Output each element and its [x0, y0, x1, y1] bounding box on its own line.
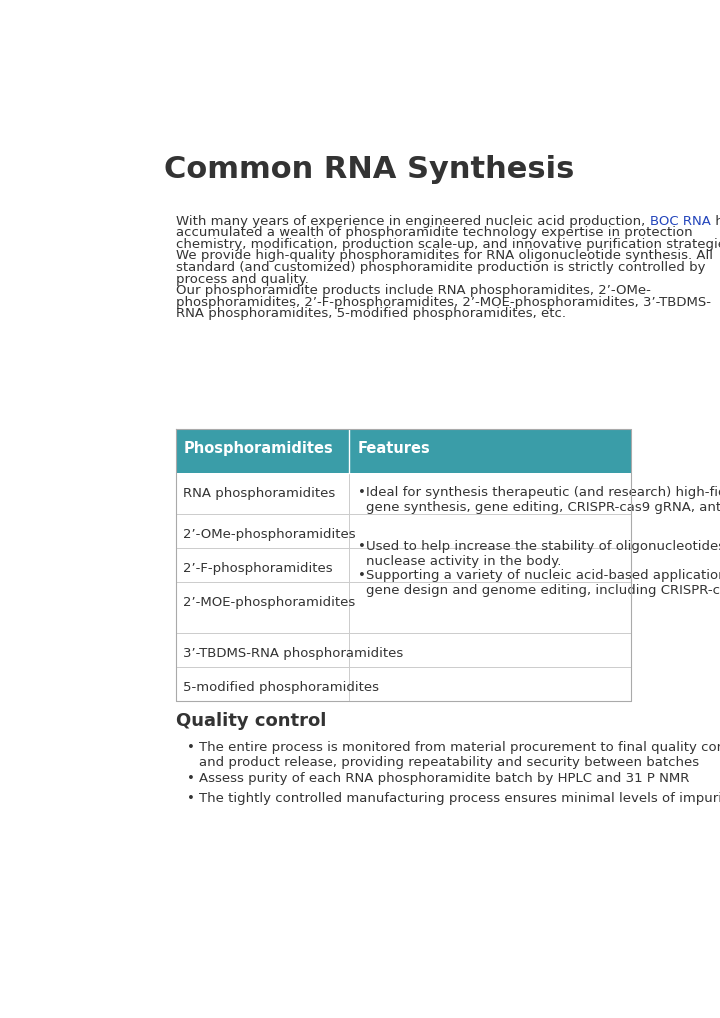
Text: •: • [186, 773, 194, 786]
Text: chemistry, modification, production scale-up, and innovative purification strate: chemistry, modification, production scal… [176, 238, 720, 250]
Text: Ideal for synthesis therapeutic (and research) high-fidelity
gene synthesis, gen: Ideal for synthesis therapeutic (and res… [366, 486, 720, 514]
Text: 5-modified phosphoramidites: 5-modified phosphoramidites [183, 681, 379, 694]
Text: RNA phosphoramidites: RNA phosphoramidites [183, 488, 336, 501]
Text: Quality control: Quality control [176, 712, 327, 730]
Text: •: • [186, 792, 194, 805]
Text: Phosphoramidites: Phosphoramidites [183, 441, 333, 456]
Text: 2’-MOE-phosphoramidites: 2’-MOE-phosphoramidites [183, 596, 356, 609]
Text: We provide high-quality phosphoramidites for RNA oligonucleotide synthesis. All: We provide high-quality phosphoramidites… [176, 249, 714, 263]
Text: process and quality.: process and quality. [176, 273, 310, 286]
Text: The tightly controlled manufacturing process ensures minimal levels of impuritie: The tightly controlled manufacturing pro… [199, 792, 720, 805]
Text: standard (and customized) phosphoramidite production is strictly controlled by: standard (and customized) phosphoramidit… [176, 261, 706, 274]
Text: 3’-TBDMS-RNA phosphoramidites: 3’-TBDMS-RNA phosphoramidites [183, 646, 403, 660]
Text: accumulated a wealth of phosphoramidite technology expertise in protection: accumulated a wealth of phosphoramidite … [176, 226, 693, 239]
Text: The entire process is monitored from material procurement to final quality contr: The entire process is monitored from mat… [199, 741, 720, 770]
Text: With many years of experience in engineered nucleic acid production,: With many years of experience in enginee… [176, 215, 650, 228]
Text: Used to help increase the stability of oligonucleotides an
nuclease activity in : Used to help increase the stability of o… [366, 541, 720, 568]
Text: Supporting a variety of nucleic acid-based applications su
gene design and genom: Supporting a variety of nucleic acid-bas… [366, 569, 720, 598]
Text: •: • [358, 486, 366, 499]
Text: BOC RNA: BOC RNA [650, 215, 711, 228]
Text: •: • [358, 541, 366, 554]
Text: 2’-F-phosphoramidites: 2’-F-phosphoramidites [183, 562, 333, 575]
Text: 2’-OMe-phosphoramidites: 2’-OMe-phosphoramidites [183, 528, 356, 542]
Text: RNA phosphoramidites, 5-modified phosphoramidites, etc.: RNA phosphoramidites, 5-modified phospho… [176, 307, 567, 321]
Text: Assess purity of each RNA phosphoramidite batch by HPLC and 31 P NMR: Assess purity of each RNA phosphoramidit… [199, 773, 689, 786]
Text: Our phosphoramidite products include RNA phosphoramidites, 2’-OMe-: Our phosphoramidite products include RNA… [176, 284, 652, 297]
Text: Features: Features [358, 441, 431, 456]
Text: has: has [711, 215, 720, 228]
FancyBboxPatch shape [176, 430, 631, 473]
Text: Common RNA Synthesis: Common RNA Synthesis [164, 155, 574, 184]
Text: •: • [186, 741, 194, 754]
Text: phosphoramidites, 2’-F-phosphoramidites, 2’-MOE-phosphoramidites, 3’-TBDMS-: phosphoramidites, 2’-F-phosphoramidites,… [176, 296, 711, 308]
Text: •: • [358, 569, 366, 582]
